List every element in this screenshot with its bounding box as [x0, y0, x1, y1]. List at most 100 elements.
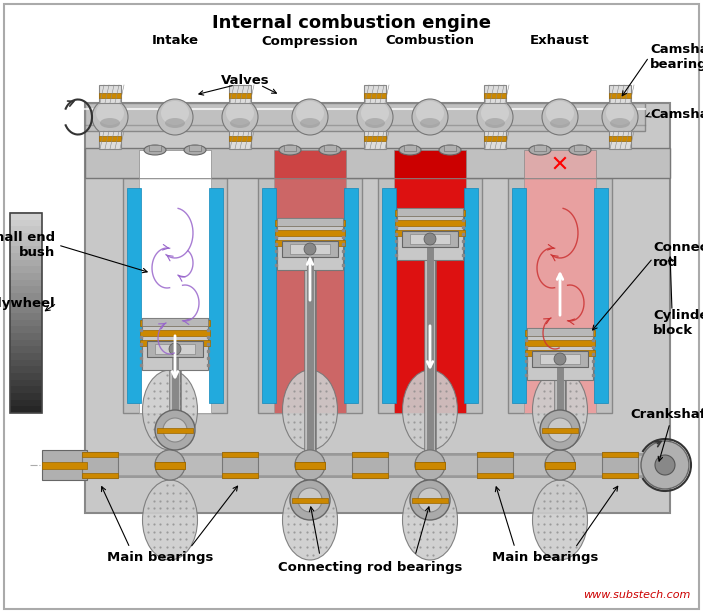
- Bar: [524, 178, 596, 413]
- Bar: [10, 386, 42, 393]
- Text: Flywheel: Flywheel: [0, 297, 55, 310]
- Bar: [525, 340, 595, 346]
- Circle shape: [550, 420, 570, 440]
- Ellipse shape: [143, 480, 198, 560]
- Bar: [142, 318, 208, 326]
- Bar: [139, 150, 211, 178]
- Text: Compression: Compression: [262, 34, 359, 47]
- Bar: [258, 178, 362, 413]
- Bar: [99, 85, 121, 103]
- Bar: [229, 131, 251, 149]
- Bar: [10, 232, 42, 240]
- Bar: [10, 246, 42, 253]
- Bar: [364, 93, 386, 98]
- Bar: [82, 452, 118, 478]
- Bar: [149, 145, 161, 151]
- Bar: [274, 178, 346, 413]
- Bar: [295, 462, 325, 469]
- Bar: [444, 145, 456, 151]
- Bar: [352, 473, 388, 478]
- Text: Small end
bush: Small end bush: [0, 231, 55, 259]
- Bar: [85, 148, 670, 178]
- Ellipse shape: [92, 99, 128, 135]
- Bar: [10, 273, 42, 280]
- Text: Camshaft
bearing/bush: Camshaft bearing/bush: [650, 43, 703, 71]
- Bar: [10, 379, 42, 386]
- Bar: [10, 213, 42, 413]
- Bar: [10, 266, 42, 273]
- Bar: [382, 188, 396, 403]
- Bar: [222, 473, 258, 478]
- Bar: [477, 452, 513, 478]
- Bar: [229, 85, 251, 103]
- Ellipse shape: [296, 101, 324, 125]
- Bar: [545, 462, 575, 469]
- Ellipse shape: [485, 118, 505, 128]
- Bar: [99, 93, 121, 98]
- Ellipse shape: [481, 101, 509, 125]
- Bar: [602, 452, 638, 478]
- Bar: [85, 103, 670, 513]
- Bar: [275, 230, 345, 236]
- Circle shape: [300, 490, 320, 510]
- Bar: [512, 188, 526, 403]
- Circle shape: [545, 450, 575, 480]
- Bar: [395, 220, 465, 226]
- Text: www.substech.com: www.substech.com: [583, 590, 690, 600]
- Ellipse shape: [542, 99, 578, 135]
- Ellipse shape: [529, 145, 551, 155]
- Bar: [284, 145, 296, 151]
- Bar: [10, 213, 42, 219]
- Bar: [10, 392, 42, 400]
- Bar: [10, 239, 42, 246]
- Circle shape: [420, 490, 440, 510]
- Text: Connecting rod bearings: Connecting rod bearings: [278, 562, 462, 574]
- Bar: [395, 210, 465, 216]
- Circle shape: [157, 412, 193, 448]
- Bar: [189, 145, 201, 151]
- Bar: [295, 462, 325, 469]
- Text: Exhaust: Exhaust: [530, 34, 590, 47]
- Ellipse shape: [550, 118, 570, 128]
- Ellipse shape: [96, 101, 124, 125]
- Bar: [10, 359, 42, 367]
- Circle shape: [415, 450, 445, 480]
- Ellipse shape: [610, 118, 630, 128]
- Ellipse shape: [532, 370, 588, 450]
- Ellipse shape: [365, 118, 385, 128]
- Bar: [10, 373, 42, 379]
- Bar: [10, 339, 42, 346]
- Circle shape: [641, 441, 689, 489]
- Ellipse shape: [226, 101, 254, 125]
- Bar: [524, 150, 596, 178]
- Circle shape: [412, 482, 448, 518]
- Bar: [157, 428, 193, 433]
- Circle shape: [298, 488, 322, 512]
- Bar: [99, 136, 121, 141]
- Bar: [139, 178, 211, 413]
- Circle shape: [410, 480, 450, 520]
- Ellipse shape: [283, 370, 337, 450]
- Bar: [222, 452, 258, 457]
- Ellipse shape: [403, 480, 458, 560]
- Text: Main bearings: Main bearings: [492, 552, 598, 565]
- Text: Connecting
rod: Connecting rod: [653, 241, 703, 269]
- Bar: [10, 286, 42, 293]
- Bar: [477, 473, 513, 478]
- Bar: [155, 462, 185, 469]
- Circle shape: [418, 488, 442, 512]
- Bar: [142, 318, 208, 370]
- Bar: [415, 462, 445, 469]
- Bar: [155, 462, 185, 469]
- Circle shape: [165, 420, 185, 440]
- Bar: [10, 219, 42, 226]
- Bar: [394, 178, 466, 413]
- Bar: [410, 234, 450, 244]
- Bar: [123, 178, 227, 413]
- Bar: [222, 452, 258, 478]
- Bar: [10, 346, 42, 353]
- Bar: [464, 188, 478, 403]
- Bar: [10, 306, 42, 313]
- Bar: [290, 244, 330, 254]
- Circle shape: [163, 418, 187, 442]
